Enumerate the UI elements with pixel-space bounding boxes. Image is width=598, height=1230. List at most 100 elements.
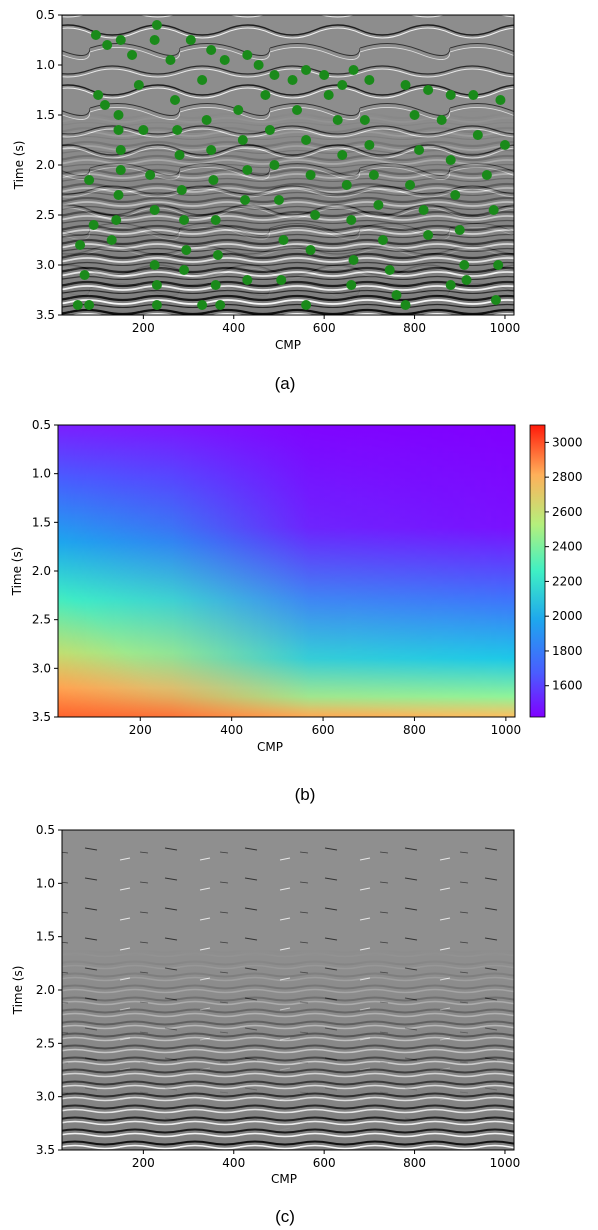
panel-a-caption: (a) <box>275 374 296 393</box>
x-tick-label: 1000 <box>491 723 522 737</box>
pick-marker <box>310 210 321 220</box>
pick-marker <box>176 185 187 195</box>
pick-marker <box>400 80 411 90</box>
pick-marker <box>253 60 264 70</box>
x-tick-label: 600 <box>312 723 335 737</box>
y-tick-label: 3.5 <box>36 308 55 322</box>
colorbar-tick-label: 2400 <box>552 540 583 554</box>
pick-marker <box>468 90 479 100</box>
y-tick-label: 0.5 <box>36 8 55 22</box>
pick-marker <box>260 90 271 100</box>
pick-marker <box>84 300 95 310</box>
panel-c-caption: (c) <box>275 1207 295 1226</box>
panel-b-axes: 200 400 600 800 1000 0.5 1.0 1.5 2.0 2.5 3.0 3.5 <box>32 418 521 737</box>
pick-marker <box>75 240 86 250</box>
pick-marker <box>305 170 316 180</box>
pick-marker <box>348 255 359 265</box>
pick-marker <box>219 55 230 65</box>
pick-marker <box>151 280 162 290</box>
pick-marker <box>445 280 456 290</box>
panel-a-background <box>62 15 514 315</box>
panel-b-ylabel: Time (s) <box>10 547 24 597</box>
pick-marker <box>332 115 343 125</box>
pick-markers <box>72 20 510 310</box>
pick-marker <box>405 180 416 190</box>
pick-marker <box>127 50 138 60</box>
pick-marker <box>278 235 289 245</box>
pick-marker <box>346 215 357 225</box>
pick-marker <box>201 115 212 125</box>
panel-b-xlabel: CMP <box>257 740 283 754</box>
y-tick-label: 1.0 <box>36 876 55 890</box>
pick-marker <box>93 90 104 100</box>
pick-marker <box>240 195 251 205</box>
y-tick-label: 2.5 <box>32 613 51 627</box>
y-tick-label: 0.5 <box>36 823 55 837</box>
y-tick-label: 1.5 <box>36 930 55 944</box>
pick-marker <box>269 70 280 80</box>
x-tick-label: 400 <box>220 723 243 737</box>
colorbar-tick-label: 1800 <box>552 644 583 658</box>
panel-b: 200 400 600 800 1000 0.5 1.0 1.5 2.0 2.5 3.0 3.5 CM… <box>10 418 583 804</box>
pick-marker <box>423 230 434 240</box>
y-tick-label: 1.0 <box>32 467 51 481</box>
pick-marker <box>102 40 113 50</box>
pick-marker <box>337 150 348 160</box>
pick-marker <box>423 85 434 95</box>
colorbar-tick-label: 2200 <box>552 574 583 588</box>
pick-marker <box>450 190 461 200</box>
colorbar-ticks: 1600 1800 2000 2200 2400 2600 2800 3000 <box>545 435 583 693</box>
y-tick-label: 3.0 <box>36 1090 55 1104</box>
pick-marker <box>84 175 95 185</box>
y-tick-label: 0.5 <box>32 418 51 432</box>
pick-marker <box>106 235 117 245</box>
pick-marker <box>115 165 126 175</box>
pick-marker <box>206 145 217 155</box>
pick-marker <box>301 65 312 75</box>
y-tick-label: 2.5 <box>36 1036 55 1050</box>
pick-marker <box>292 105 303 115</box>
pick-marker <box>149 260 160 270</box>
pick-marker <box>79 270 90 280</box>
y-tick-label: 2.0 <box>32 564 51 578</box>
panel-a-axes: 200 400 600 800 1000 0.5 1.0 1.5 2.0 2.5 3.0 3.5 <box>36 8 520 335</box>
pick-marker <box>264 125 275 135</box>
pick-marker <box>181 245 192 255</box>
pick-marker <box>72 300 83 310</box>
panel-c-background <box>62 830 514 1150</box>
panel-c-axes: 200 400 600 800 1000 0.5 1.0 1.5 2.0 2.5 3.0 3.5 <box>36 823 520 1170</box>
colorbar-tick-label: 2800 <box>552 470 583 484</box>
pick-marker <box>481 170 492 180</box>
pick-marker <box>206 45 217 55</box>
pick-marker <box>215 300 226 310</box>
pick-marker <box>99 100 110 110</box>
pick-marker <box>149 205 160 215</box>
pick-marker <box>364 140 375 150</box>
pick-marker <box>323 90 334 100</box>
pick-marker <box>373 200 384 210</box>
pick-marker <box>445 90 456 100</box>
x-tick-label: 200 <box>129 723 152 737</box>
x-tick-label: 600 <box>313 321 336 335</box>
panel-a: 200 400 600 800 1000 0.5 1.0 1.5 2.0 2.5 3.0 3.5 CM… <box>12 8 520 393</box>
pick-marker <box>113 110 124 120</box>
pick-marker <box>495 95 506 105</box>
pick-marker <box>499 140 510 150</box>
pick-marker <box>461 275 472 285</box>
pick-marker <box>346 280 357 290</box>
pick-marker <box>208 175 219 185</box>
pick-marker <box>151 20 162 30</box>
pick-marker <box>242 50 253 60</box>
pick-marker <box>197 75 208 85</box>
x-tick-label: 1000 <box>490 321 521 335</box>
pick-marker <box>445 155 456 165</box>
pick-marker <box>179 215 190 225</box>
pick-marker <box>185 35 196 45</box>
pick-marker <box>179 265 190 275</box>
pick-marker <box>384 265 395 275</box>
y-tick-label: 3.0 <box>32 661 51 675</box>
pick-marker <box>113 190 124 200</box>
pick-marker <box>149 35 160 45</box>
pick-marker <box>276 275 287 285</box>
pick-marker <box>237 135 248 145</box>
